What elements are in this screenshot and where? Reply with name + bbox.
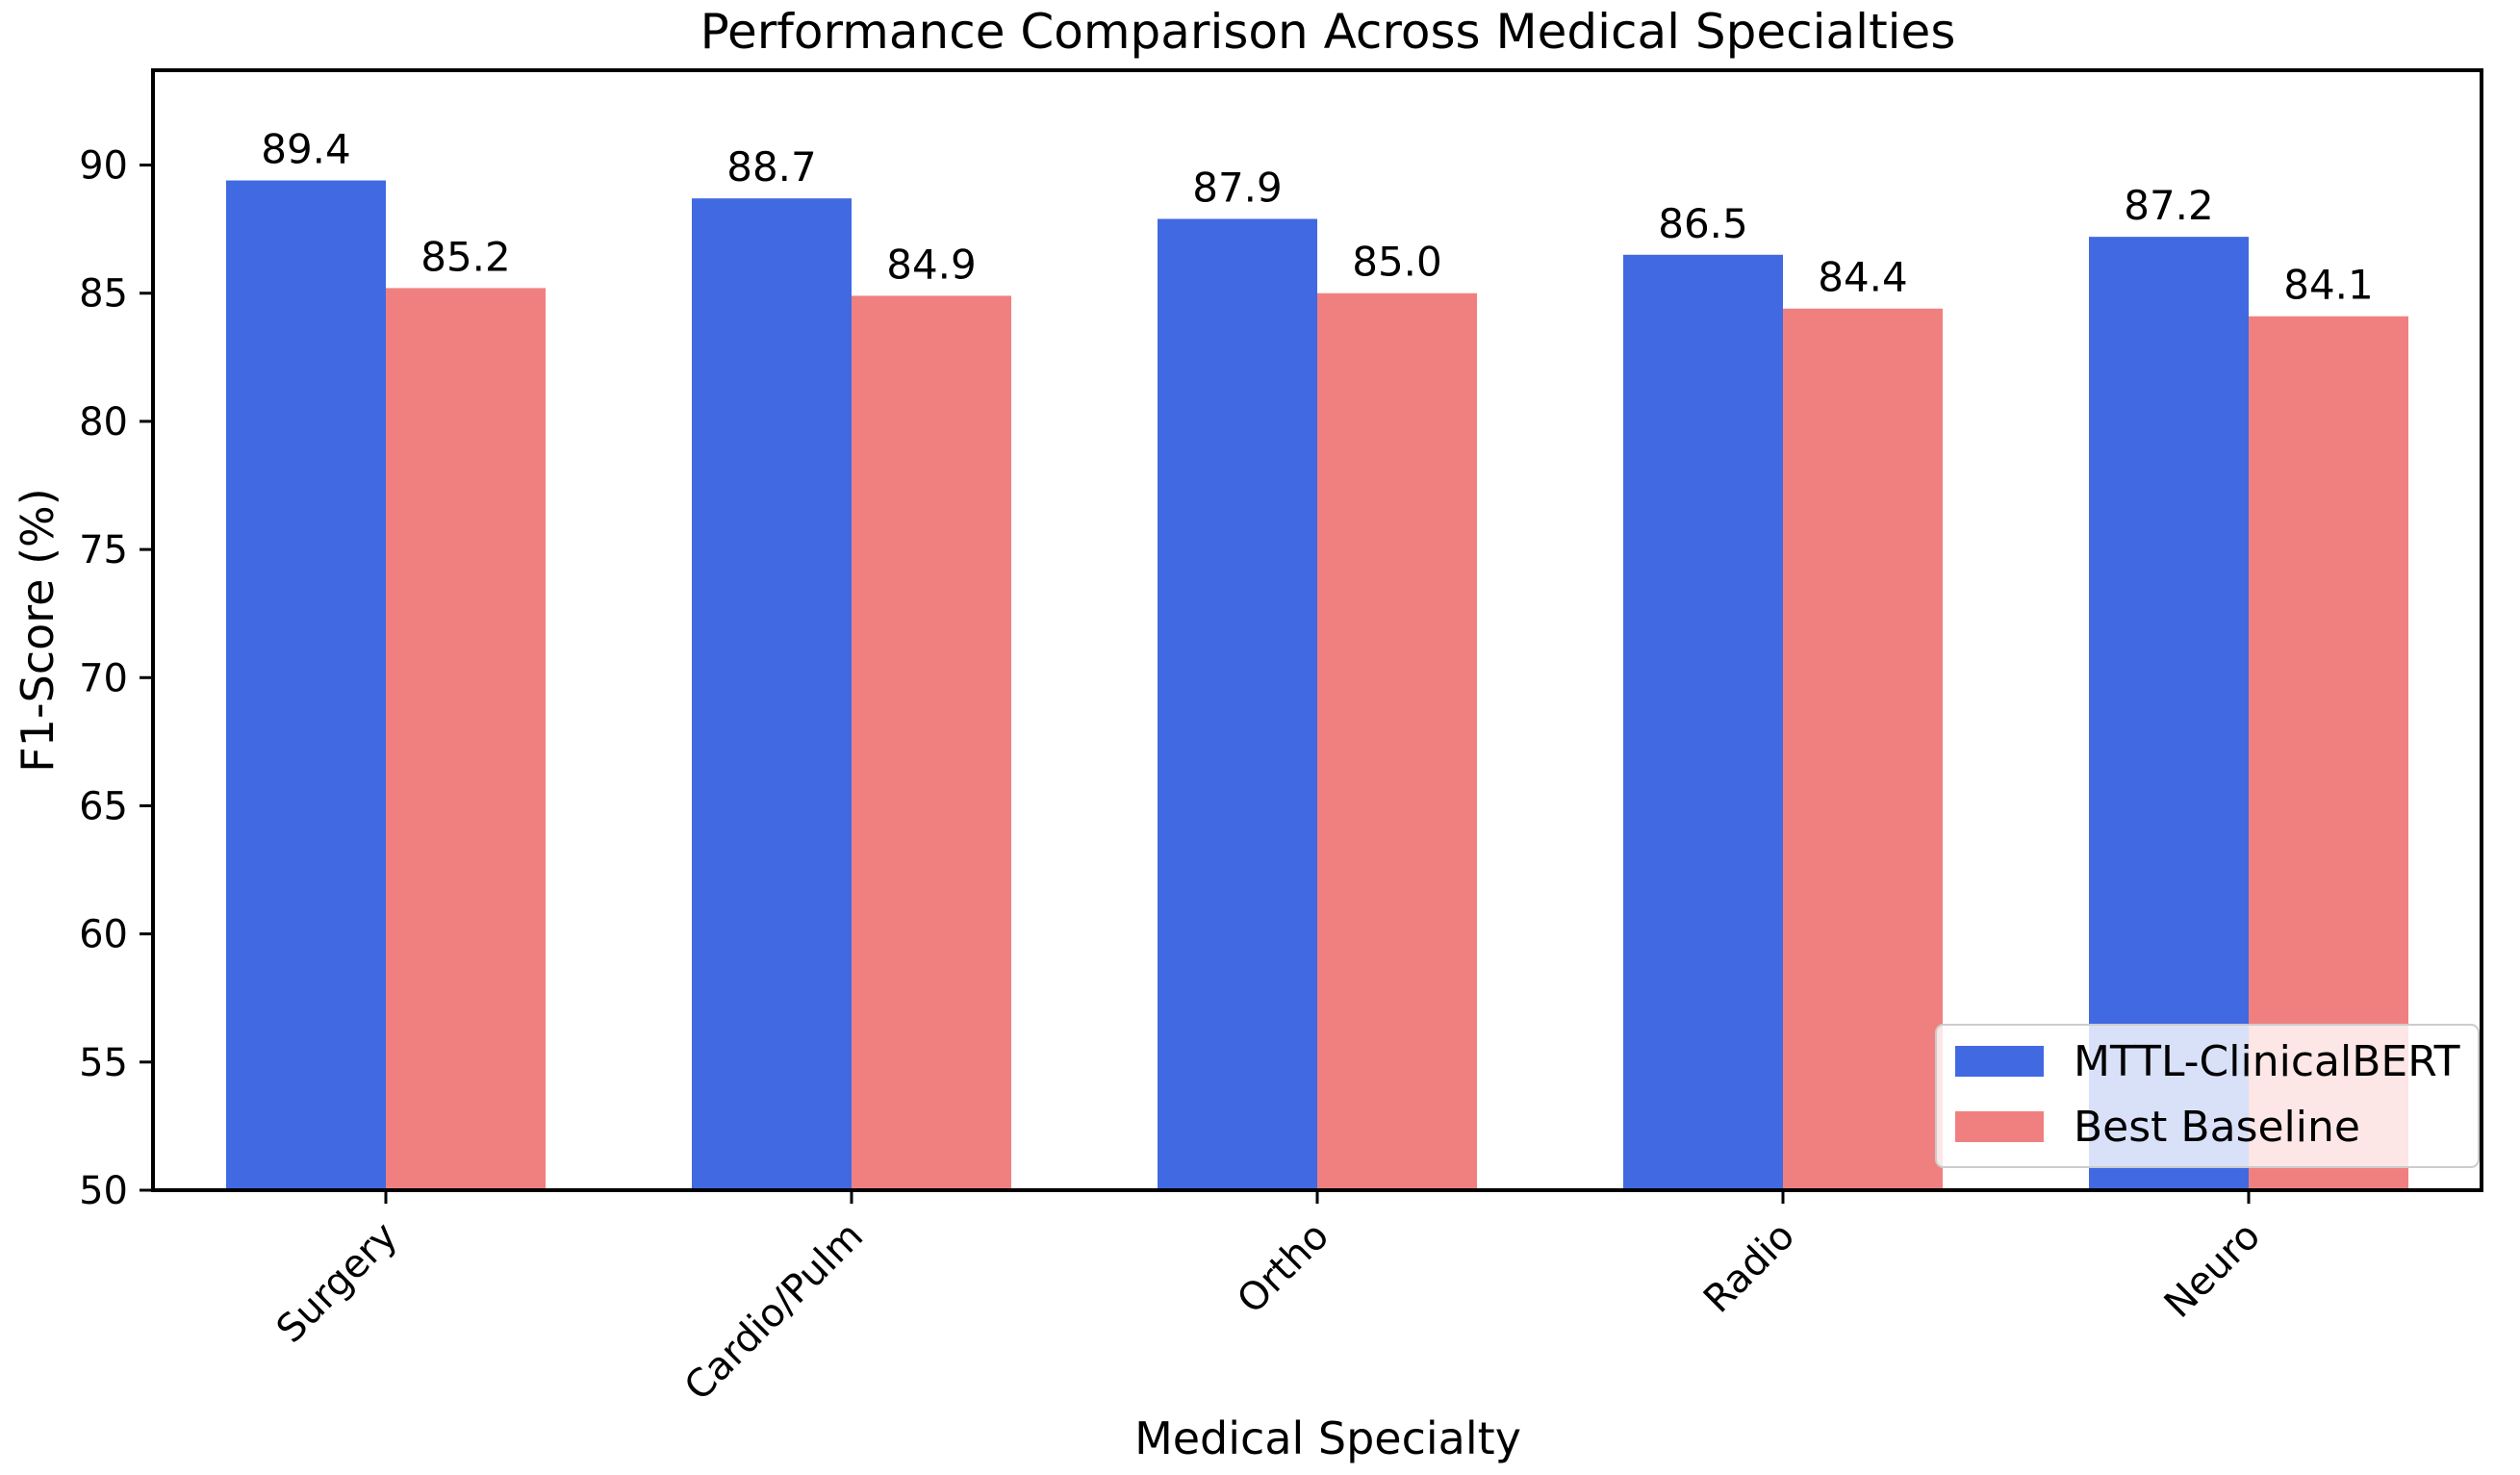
data-label-best-baseline-radio: 84.4 (1818, 254, 1908, 301)
y-tick-label-65: 65 (79, 784, 128, 828)
legend-box (1935, 1024, 2480, 1168)
y-tick-label-70: 70 (79, 656, 128, 700)
data-label-best-baseline-ortho: 85.0 (1352, 239, 1442, 286)
bar-mttl-clinicalbert-surgery (226, 180, 386, 1190)
data-label-best-baseline-surgery: 85.2 (420, 233, 511, 280)
legend-swatch-mttl-clinicalbert (1955, 1046, 2044, 1077)
legend-swatch-best-baseline (1955, 1111, 2044, 1142)
bar-best-baseline-cardio-pulm (852, 295, 1011, 1190)
y-tick-label-55: 55 (79, 1041, 128, 1085)
bar-best-baseline-ortho (1317, 292, 1477, 1190)
chart-title: Performance Comparison Across Medical Sp… (700, 4, 1956, 60)
y-axis-label: F1-Score (%) (12, 488, 64, 772)
x-tick-label-surgery: Surgery (268, 1214, 406, 1352)
data-label-mttl-clinicalbert-ortho: 87.9 (1192, 164, 1283, 211)
y-tick-label-75: 75 (79, 528, 128, 572)
legend-label-mttl-clinicalbert: MTTL-ClinicalBERT (2074, 1037, 2460, 1086)
plot-frame (151, 68, 2483, 1192)
legend-label-best-baseline: Best Baseline (2074, 1103, 2360, 1152)
data-label-best-baseline-cardio-pulm: 84.9 (886, 241, 977, 288)
data-label-mttl-clinicalbert-radio: 86.5 (1658, 200, 1748, 247)
bar-mttl-clinicalbert-radio (1623, 254, 1783, 1190)
x-tick-label-neuro: Neuro (2156, 1214, 2269, 1327)
bar-best-baseline-radio (1783, 308, 1943, 1190)
y-tick-label-85: 85 (79, 272, 128, 317)
x-tick-label-radio: Radio (1695, 1214, 1803, 1322)
x-tick-label-ortho: Ortho (1229, 1214, 1337, 1323)
y-axis: 50 55 60 65 70 75 80 85 90 (79, 144, 153, 1213)
y-tick-label-80: 80 (79, 400, 128, 445)
y-tick-label-50: 50 (79, 1169, 128, 1213)
data-label-best-baseline-neuro: 84.1 (2283, 262, 2374, 309)
legend: MTTL-ClinicalBERT Best Baseline (1935, 1024, 2480, 1168)
bar-mttl-clinicalbert-cardio-pulm (692, 198, 852, 1190)
x-axis: Surgery Cardio/Pulm Ortho Radio Neuro (268, 1190, 2269, 1410)
bar-mttl-clinicalbert-ortho (1158, 218, 1317, 1191)
data-labels-layer: 89.4 85.2 88.7 84.9 87.9 85.0 86.5 84.4 87.2 84.1 (261, 126, 2374, 309)
x-tick-label-cardio-pulm: Cardio/Pulm (676, 1214, 872, 1410)
y-tick-label-90: 90 (79, 144, 128, 189)
bar-best-baseline-surgery (386, 288, 546, 1190)
x-axis-label: Medical Specialty (1134, 1412, 1521, 1464)
y-tick-label-60: 60 (79, 913, 128, 957)
data-label-mttl-clinicalbert-surgery: 89.4 (261, 126, 351, 173)
data-label-mttl-clinicalbert-neuro: 87.2 (2124, 182, 2214, 229)
data-label-mttl-clinicalbert-cardio-pulm: 88.7 (726, 143, 817, 191)
